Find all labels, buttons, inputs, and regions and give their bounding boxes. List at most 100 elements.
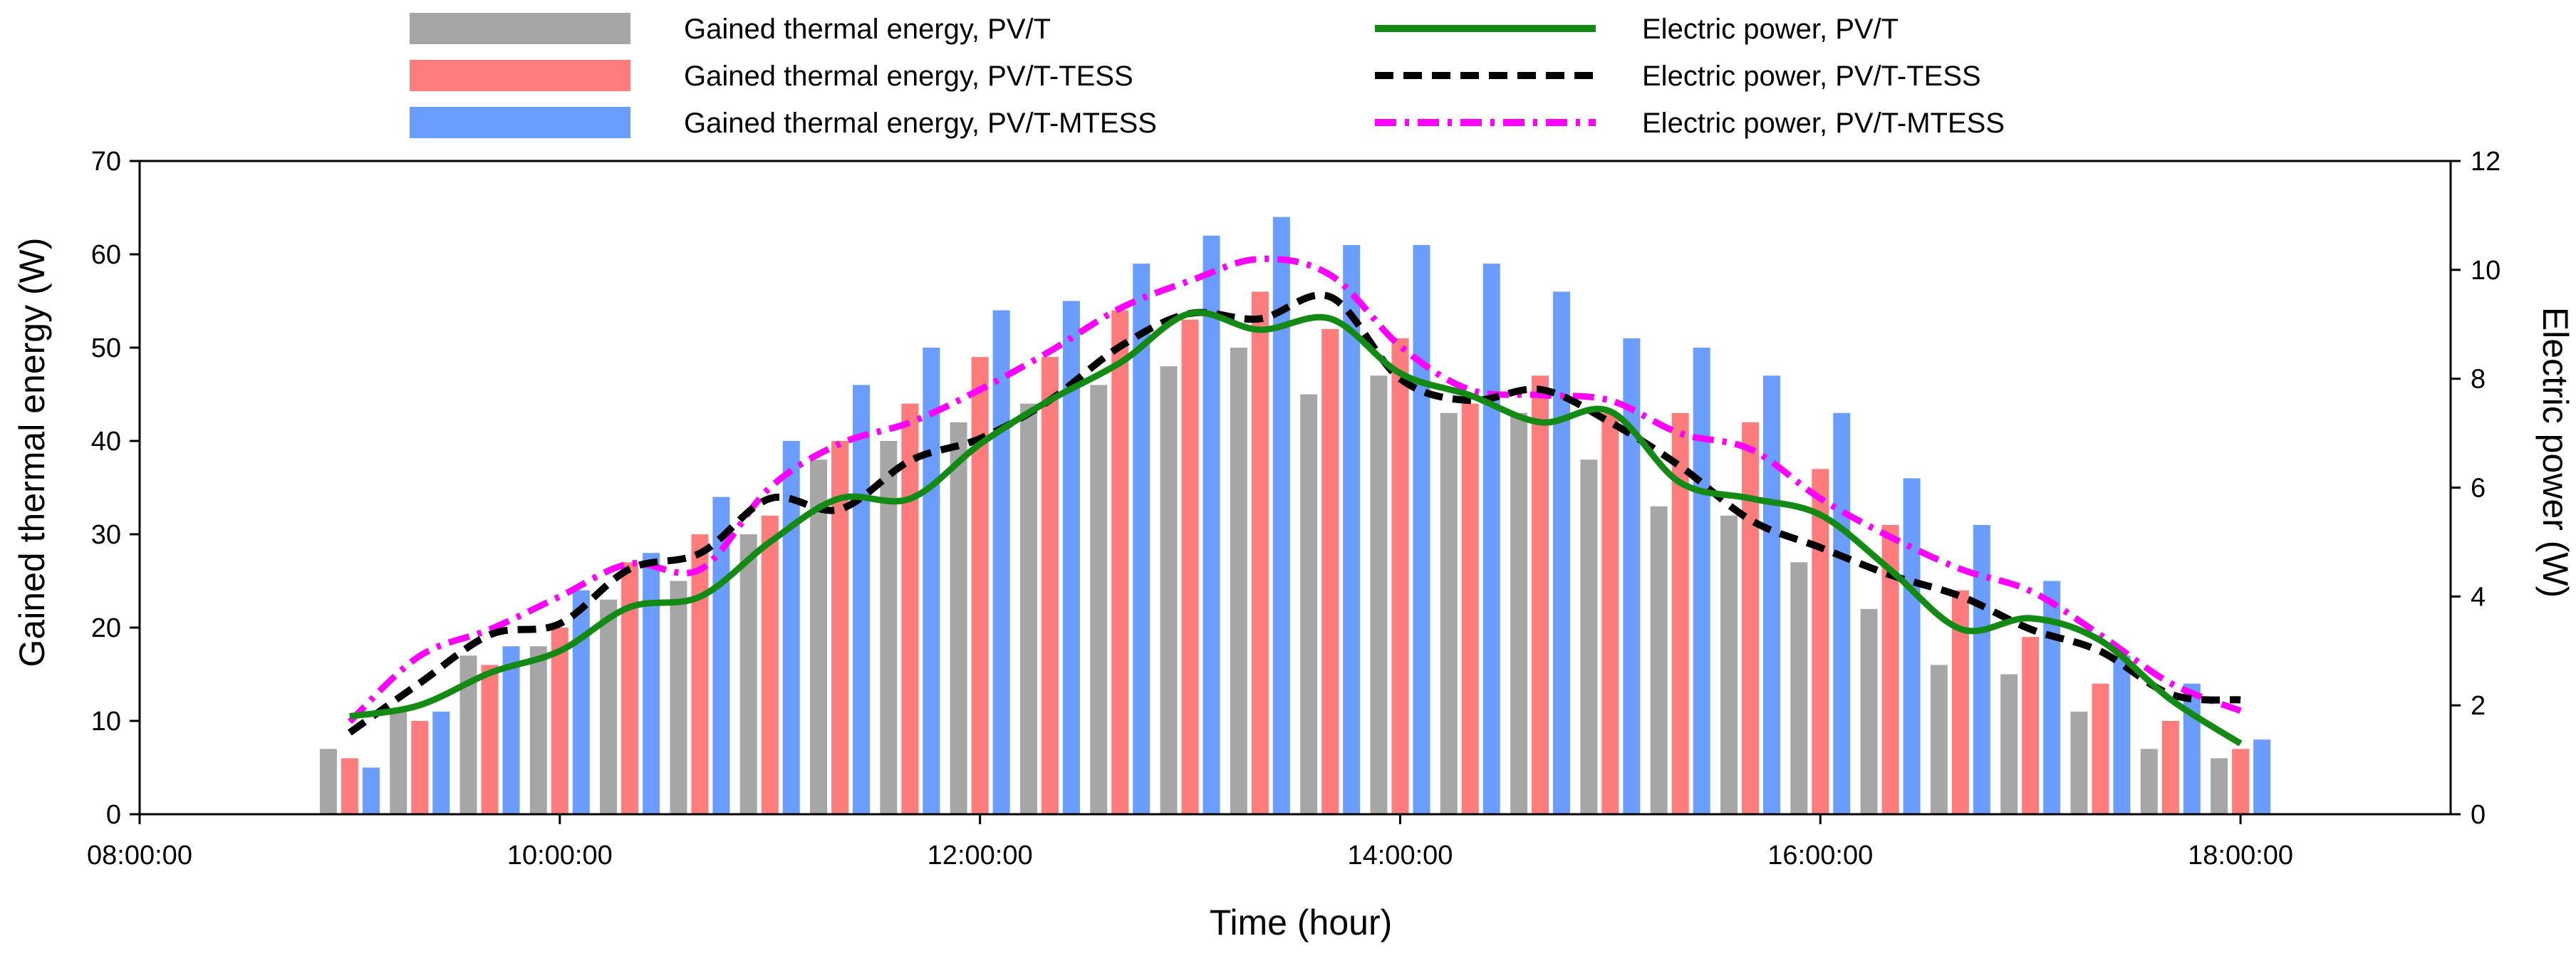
bar-series-1-15:40 (1720, 515, 1738, 814)
bar-series-3-13:00 (1203, 235, 1220, 814)
bar-series-3-17:20 (2113, 655, 2131, 814)
bar-series-2-17:40 (2161, 721, 2179, 814)
bar-series-3-17:40 (2183, 683, 2201, 814)
legend-label-3: Gained thermal energy, PV/T-MTESS (684, 108, 1157, 139)
bar-series-1-13:20 (1230, 348, 1247, 814)
bar-series-3-10:00 (572, 590, 590, 814)
bar-series-2-17:00 (2022, 637, 2040, 814)
bar-series-1-12:00 (950, 422, 967, 814)
y2-tick-label-10: 10 (2471, 256, 2500, 286)
bar-series-1-17:20 (2070, 711, 2088, 814)
legend: Gained thermal energy, PV/T Gained therma… (410, 13, 2005, 139)
bar-series-3-18:00 (2253, 739, 2271, 814)
legend-label-1: Gained thermal energy, PV/T (684, 14, 1051, 45)
bar-series-2-18:00 (2232, 749, 2250, 814)
y2-tick-label-0: 0 (2471, 800, 2486, 830)
legend-swatch-2 (410, 60, 630, 91)
x-tick-label-18:00:00: 18:00:00 (2188, 841, 2293, 871)
bar-series-1-16:40 (1930, 665, 1948, 814)
bar-series-1-12:20 (1019, 403, 1037, 814)
y-tick-label-70: 70 (91, 147, 121, 177)
x-axis-title: Time (hour) (1210, 903, 1393, 942)
bar-series-3-09:20 (432, 711, 450, 814)
line-series-1 (349, 309, 2243, 747)
bar-series-1-14:20 (1440, 412, 1458, 814)
bar-series-1-14:00 (1370, 375, 1388, 814)
bar-series-2-15:00 (1601, 412, 1619, 814)
bar-series-1-17:00 (2000, 674, 2018, 814)
legend-label-5: Electric power, PV/T-TESS (1642, 61, 1981, 92)
bar-series-3-11:20 (853, 385, 871, 814)
bar-series-1-13:40 (1300, 394, 1318, 814)
bar-series-3-14:40 (1553, 291, 1571, 814)
y-tick-label-40: 40 (91, 427, 121, 457)
y2-tick-label-4: 4 (2471, 582, 2486, 612)
bar-series-1-11:20 (810, 459, 828, 814)
lines (347, 255, 2243, 747)
bar-series-3-15:00 (1623, 338, 1641, 814)
y2-axis-title: Electric power (W) (2535, 307, 2575, 598)
bar-series-2-10:40 (691, 534, 709, 814)
bar-series-2-13:20 (1251, 291, 1269, 814)
bar-series-3-11:40 (923, 348, 940, 814)
bar-series-1-11:40 (880, 441, 898, 814)
bar-series-1-16:00 (1790, 562, 1808, 814)
y-tick-label-10: 10 (91, 707, 121, 737)
bar-series-3-14:00 (1413, 244, 1430, 814)
y2-tick-label-8: 8 (2471, 365, 2486, 395)
x-tick-label-14:00:00: 14:00:00 (1347, 841, 1453, 871)
bar-series-1-18:00 (2211, 758, 2228, 814)
bar-series-1-10:40 (670, 581, 687, 814)
y-tick-label-20: 20 (91, 613, 121, 643)
bar-series-1-15:00 (1580, 459, 1598, 814)
bar-series-1-09:20 (390, 711, 407, 814)
line-series-3 (347, 255, 2242, 724)
bar-series-2-15:40 (1741, 422, 1759, 814)
bar-series-1-11:00 (739, 534, 757, 814)
bar-series-3-15:40 (1762, 375, 1780, 814)
y2-tick-label-2: 2 (2471, 691, 2486, 721)
x-tick-label-16:00:00: 16:00:00 (1767, 841, 1873, 871)
y-tick-label-50: 50 (91, 333, 121, 363)
bar-series-2-14:00 (1391, 338, 1409, 814)
y2-tick-label-6: 6 (2471, 474, 2486, 504)
bar-series-1-15:20 (1650, 506, 1668, 814)
legend-label-4: Electric power, PV/T (1642, 14, 1899, 45)
bar-series-2-13:00 (1181, 319, 1199, 814)
bar-series-2-14:20 (1461, 403, 1479, 814)
bar-series-3-10:20 (643, 553, 660, 814)
y-tick-label-0: 0 (106, 800, 121, 830)
bar-series-3-12:00 (992, 310, 1010, 815)
bar-series-2-10:00 (551, 628, 568, 814)
x-tick-label-12:00:00: 12:00:00 (928, 841, 1033, 871)
bar-series-2-09:20 (411, 721, 429, 814)
bar-series-1-17:40 (2140, 749, 2158, 814)
bar-series-3-16:20 (1903, 478, 1921, 814)
bar-series-1-13:00 (1160, 366, 1178, 814)
line-series-2 (348, 291, 2241, 736)
bar-series-2-14:40 (1532, 375, 1549, 814)
bar-series-2-11:40 (901, 403, 919, 814)
legend-swatch-1 (410, 13, 630, 44)
bar-series-1-10:20 (600, 599, 618, 814)
y-tick-label-30: 30 (91, 520, 121, 550)
legend-label-6: Electric power, PV/T-MTESS (1642, 108, 2005, 139)
bar-series-1-16:20 (1860, 608, 1878, 814)
bar-series-2-12:00 (971, 357, 989, 815)
y-tick-label-60: 60 (91, 240, 121, 270)
bar-series-3-16:40 (1973, 524, 1990, 814)
bar-series-3-17:00 (2043, 581, 2061, 814)
bar-series-2-11:00 (761, 515, 779, 814)
bar-series-1-09:00 (319, 749, 337, 814)
bar-series-3-14:20 (1482, 264, 1500, 815)
bar-series-3-15:20 (1693, 348, 1710, 814)
legend-swatch-3 (410, 107, 630, 138)
x-tick-label-08:00:00: 08:00:00 (87, 841, 192, 871)
x-tick-label-10:00:00: 10:00:00 (507, 841, 613, 871)
bar-series-2-09:40 (481, 665, 499, 814)
bar-series-2-10:20 (621, 562, 639, 814)
bar-series-3-09:00 (362, 767, 380, 814)
axes: 0 10 20 30 40 50 60 70 0 2 4 6 8 10 12 08:00:00 10:00:00… (87, 147, 2500, 871)
bar-series-2-13:40 (1321, 328, 1339, 814)
